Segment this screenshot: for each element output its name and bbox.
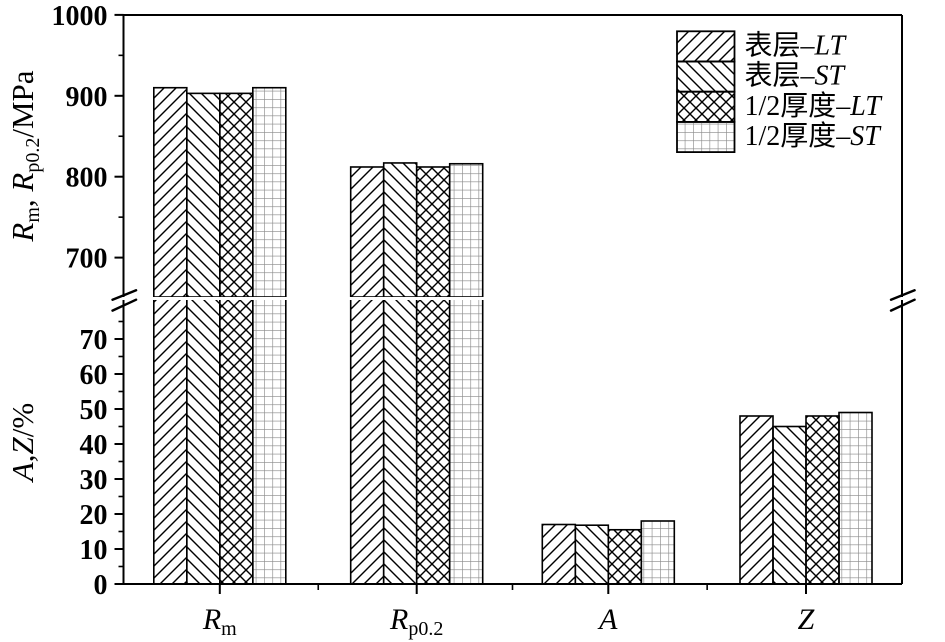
svg-text:20: 20: [80, 500, 108, 531]
svg-text:30: 30: [80, 465, 108, 496]
svg-text:A,Z/%: A,Z/%: [5, 403, 40, 483]
svg-text:Z: Z: [798, 603, 815, 636]
svg-text:40: 40: [80, 430, 108, 461]
svg-text:A: A: [597, 603, 618, 636]
svg-text:10: 10: [80, 535, 108, 566]
svg-text:50: 50: [80, 395, 108, 426]
svg-text:表层–ST: 表层–ST: [745, 60, 847, 92]
svg-text:60: 60: [80, 360, 108, 391]
svg-text:表层–LT: 表层–LT: [745, 30, 848, 62]
svg-text:700: 700: [66, 244, 108, 275]
svg-text:900: 900: [66, 82, 108, 113]
svg-text:1/2厚度–LT: 1/2厚度–LT: [745, 90, 884, 122]
svg-text:800: 800: [66, 163, 108, 194]
svg-text:70: 70: [80, 325, 108, 356]
svg-text:0: 0: [94, 570, 108, 601]
svg-text:1000: 1000: [52, 1, 108, 32]
svg-text:1/2厚度–ST: 1/2厚度–ST: [745, 120, 883, 152]
